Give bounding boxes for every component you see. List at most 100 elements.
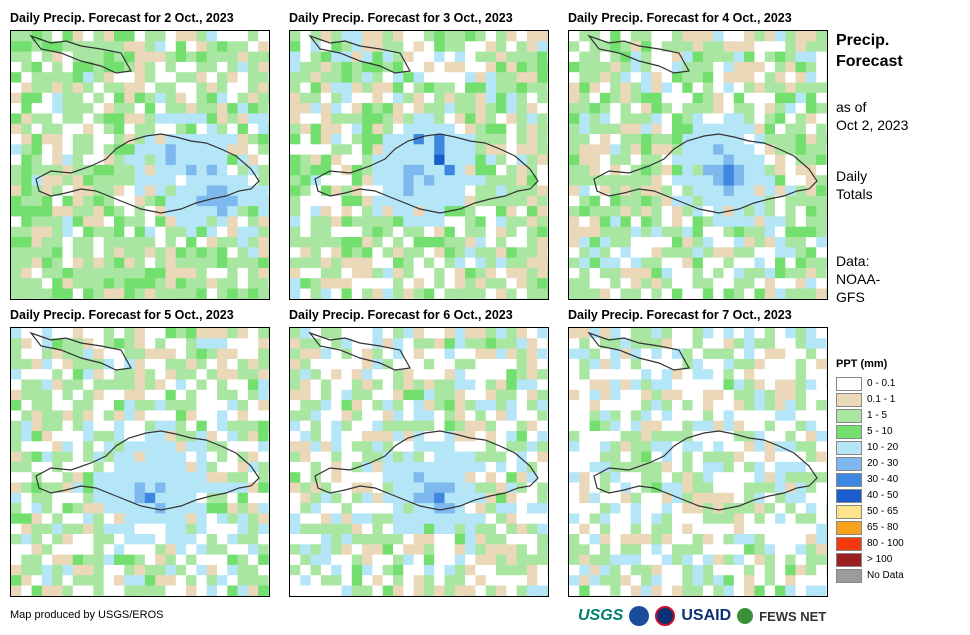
precip-cell — [526, 544, 538, 555]
precip-cell — [485, 41, 497, 52]
precip-cell — [72, 72, 84, 83]
precip-cell — [83, 226, 94, 238]
precip-cell — [465, 61, 476, 73]
precip-cell — [764, 503, 776, 514]
precip-cell — [351, 523, 363, 535]
precip-cell — [341, 328, 353, 339]
precip-cell — [41, 51, 53, 63]
precip-cell — [733, 564, 745, 576]
precip-cell — [413, 257, 425, 269]
precip-cell — [672, 41, 683, 52]
precip-cell — [134, 585, 146, 596]
precip-cell — [52, 523, 63, 535]
precip-cell — [114, 369, 125, 380]
precip-cell — [155, 72, 166, 83]
precip-cell — [114, 226, 125, 238]
precip-cell — [62, 585, 74, 596]
precip-cell — [372, 492, 383, 504]
precip-cell — [506, 348, 517, 360]
precip-cell — [72, 278, 84, 289]
precip-cell — [516, 461, 528, 473]
precip-cell — [475, 206, 486, 217]
precip-cell — [744, 72, 755, 83]
precip-cell — [351, 585, 363, 596]
precip-cell — [569, 237, 580, 248]
precip-cell — [816, 461, 827, 473]
precip-cell — [217, 328, 228, 339]
precip-cell — [217, 278, 228, 289]
precip-cell — [413, 288, 425, 299]
precip-cell — [785, 523, 796, 535]
precip-cell — [569, 461, 580, 473]
precip-cell — [310, 31, 322, 42]
precip-cell — [444, 482, 456, 494]
precip-cell — [393, 338, 404, 349]
data-source-label: Data: NOAA- GFS — [836, 253, 881, 305]
precip-cell — [444, 31, 456, 42]
precip-cell — [144, 472, 156, 483]
precip-cell — [579, 482, 590, 494]
precip-cell — [526, 51, 538, 63]
precip-cell — [372, 369, 383, 380]
precip-cell — [610, 123, 621, 135]
precip-cell — [144, 51, 156, 63]
precip-cell — [186, 195, 197, 207]
precip-cell — [331, 554, 342, 566]
precip-cell — [382, 420, 394, 432]
precip-cell — [485, 389, 497, 401]
precip-cell — [692, 369, 704, 380]
precip-cell — [702, 31, 714, 42]
precip-cell — [52, 554, 63, 566]
precip-cell — [733, 185, 745, 197]
precip-cell — [579, 513, 590, 524]
precip-cell — [268, 492, 269, 504]
cuba-coastline — [308, 331, 411, 371]
precip-cell — [733, 175, 745, 186]
precip-cell — [754, 544, 765, 555]
precip-cell — [41, 431, 53, 442]
precip-cell — [496, 154, 507, 166]
precip-cell — [723, 82, 735, 94]
precip-cell — [310, 441, 322, 452]
precip-cell — [258, 123, 269, 135]
precip-cell — [496, 564, 507, 576]
legend-swatch — [836, 537, 862, 551]
precip-cell — [764, 348, 776, 360]
precip-cell — [826, 431, 827, 442]
precip-cell — [775, 103, 786, 114]
precip-cell — [744, 247, 755, 258]
precip-cell — [382, 358, 394, 370]
precip-cell — [423, 144, 435, 155]
precip-cell — [805, 472, 817, 483]
precip-cell — [93, 503, 104, 514]
precip-cell — [713, 389, 724, 401]
precip-cell — [196, 441, 207, 452]
precip-cell — [258, 389, 269, 401]
precip-cell — [124, 389, 135, 401]
precip-cell — [290, 267, 301, 279]
precip-cell — [382, 257, 394, 269]
precip-cell — [579, 461, 590, 473]
precip-cell — [651, 123, 662, 135]
precip-cell — [723, 492, 735, 504]
precip-cell — [785, 216, 796, 227]
precip-cell — [268, 185, 269, 197]
precip-cell — [651, 278, 662, 289]
precip-cell — [475, 123, 486, 135]
precip-cell — [454, 72, 466, 83]
precip-cell — [682, 144, 693, 155]
precip-cell — [569, 72, 580, 83]
precip-cell — [610, 103, 621, 114]
precip-cell — [805, 92, 817, 104]
precip-cell — [795, 492, 807, 504]
precip-cell — [795, 534, 807, 545]
precip-cell — [723, 226, 735, 238]
precip-cell — [682, 482, 693, 494]
precip-cell — [754, 503, 765, 514]
precip-cell — [290, 513, 301, 524]
precip-cell — [227, 400, 238, 411]
precip-cell — [672, 431, 683, 442]
cuba-coastline — [29, 331, 132, 371]
precip-cell — [723, 247, 735, 258]
precip-cell — [103, 585, 115, 596]
